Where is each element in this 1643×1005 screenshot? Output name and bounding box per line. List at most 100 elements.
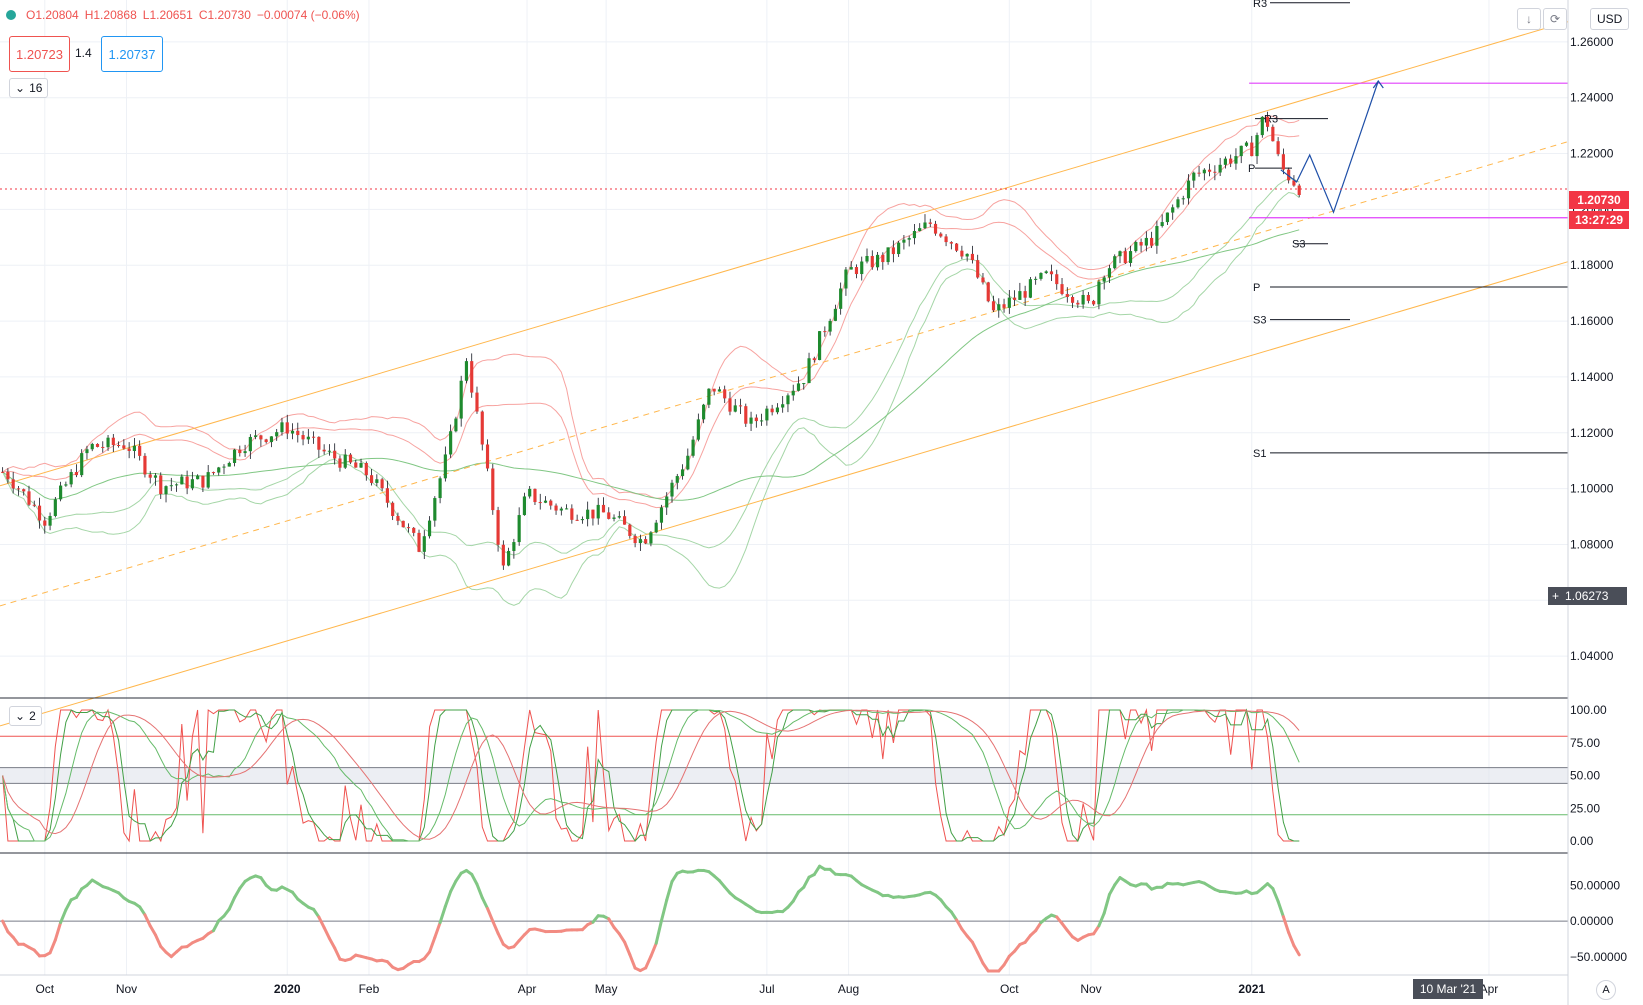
candle-body — [1023, 291, 1027, 298]
osc-segment — [443, 889, 453, 908]
sell-button[interactable]: 1.20723 — [9, 36, 70, 72]
candle-body — [1250, 142, 1254, 157]
candle-body — [153, 475, 158, 478]
osc-segment — [1281, 915, 1291, 935]
stoch-tick-label: 25.00 — [1570, 801, 1600, 815]
candle-body — [454, 418, 458, 432]
main-pane-toggle[interactable]: ⌄ 16 — [9, 78, 49, 98]
candle-body — [1186, 180, 1191, 199]
candle-body — [127, 448, 131, 451]
candle-body — [580, 519, 584, 521]
stoch-tick-label: 50.00 — [1570, 769, 1600, 783]
candle-body — [670, 482, 674, 497]
candle-body — [412, 527, 416, 533]
osc-segment — [1292, 944, 1301, 957]
candle-body — [517, 515, 521, 543]
candle-body — [638, 539, 642, 544]
currency-selector[interactable]: USD — [1590, 8, 1630, 30]
candle-body — [359, 463, 363, 468]
candle-body — [1102, 277, 1106, 282]
candle-body — [343, 454, 347, 468]
buy-button[interactable]: 1.20737 — [101, 36, 163, 72]
candle-body — [786, 395, 790, 405]
candle-body — [554, 505, 558, 511]
osc-segment — [802, 875, 811, 889]
candle-body — [1144, 237, 1148, 246]
osc-segment — [649, 941, 658, 958]
candle-body — [1039, 273, 1043, 279]
open-value: O1.20804 — [26, 8, 79, 22]
candle-body — [976, 260, 980, 278]
candle-body — [196, 475, 200, 480]
candle-body — [918, 228, 922, 231]
osc-segment — [607, 917, 616, 929]
candle-body — [243, 451, 247, 454]
candle-body — [712, 388, 716, 392]
candle-body — [939, 233, 943, 237]
candle-body — [849, 267, 853, 270]
change-value: −0.00074 (−0.06%) — [256, 8, 360, 22]
download-icon[interactable]: ↓ — [1517, 8, 1541, 30]
stoch-pane-toggle[interactable]: ⌄ 2 — [9, 706, 42, 726]
osc-segment — [322, 926, 331, 940]
osc-segment — [670, 871, 679, 884]
candle-body — [417, 532, 421, 552]
osc-segment — [1097, 911, 1106, 928]
osc-segment — [617, 932, 627, 944]
stochastic-pane — [0, 708, 1568, 843]
candle-body — [1176, 199, 1180, 208]
candle-body — [1292, 180, 1296, 186]
candle-body — [997, 304, 1001, 311]
candle-body — [496, 510, 500, 545]
candle-body — [770, 408, 774, 413]
osc-segment — [475, 882, 484, 900]
candle-body — [11, 479, 15, 489]
stoch-fast-k-line — [2, 708, 1300, 843]
candle-body — [80, 453, 84, 476]
candle-body — [248, 436, 252, 452]
upper-band-line — [2, 115, 1300, 499]
candle-body — [738, 405, 743, 407]
candle-body — [823, 331, 827, 333]
candle-body — [290, 430, 295, 434]
price-tick-label: 1.12000 — [1570, 426, 1614, 440]
candle-body — [533, 488, 537, 503]
candle-body — [1165, 212, 1170, 223]
candle-body — [802, 383, 806, 385]
candle-body — [622, 516, 627, 525]
candle-body — [1118, 251, 1122, 257]
ohlc-legend: O1.20804 H1.20868 L1.20651 C1.20730 −0.0… — [6, 8, 360, 22]
candle-body — [902, 239, 906, 243]
osc-segment — [976, 951, 985, 965]
candle-body — [480, 411, 484, 445]
candle-body — [607, 512, 611, 519]
candle-body — [406, 527, 411, 529]
candle-body — [275, 432, 279, 437]
market-status-icon — [6, 10, 16, 20]
refresh-icon[interactable]: ⟳ — [1543, 8, 1567, 30]
candle-body — [312, 436, 316, 438]
osc-segment — [449, 879, 458, 893]
candle-body — [507, 550, 511, 566]
osc-segment — [659, 898, 669, 923]
auto-scale-button[interactable]: A — [1596, 980, 1616, 1000]
candle-body — [1060, 284, 1064, 295]
candle-body — [528, 488, 532, 497]
candle-body — [586, 509, 590, 520]
time-tick-label: Oct — [35, 982, 54, 996]
osc-segment — [143, 913, 152, 928]
osc-segment — [317, 915, 326, 930]
osc-segment — [312, 907, 321, 919]
candle-body — [723, 389, 727, 399]
price-tick-label: 1.14000 — [1570, 370, 1614, 384]
candle-body — [348, 454, 353, 463]
oscillator-pane — [0, 864, 1568, 973]
candle-body — [644, 539, 648, 544]
candle-body — [22, 489, 26, 492]
candle-body — [933, 223, 938, 234]
candle-body — [1, 471, 5, 473]
stoch-pane-count: 2 — [29, 709, 36, 723]
candle-body — [1002, 304, 1006, 308]
